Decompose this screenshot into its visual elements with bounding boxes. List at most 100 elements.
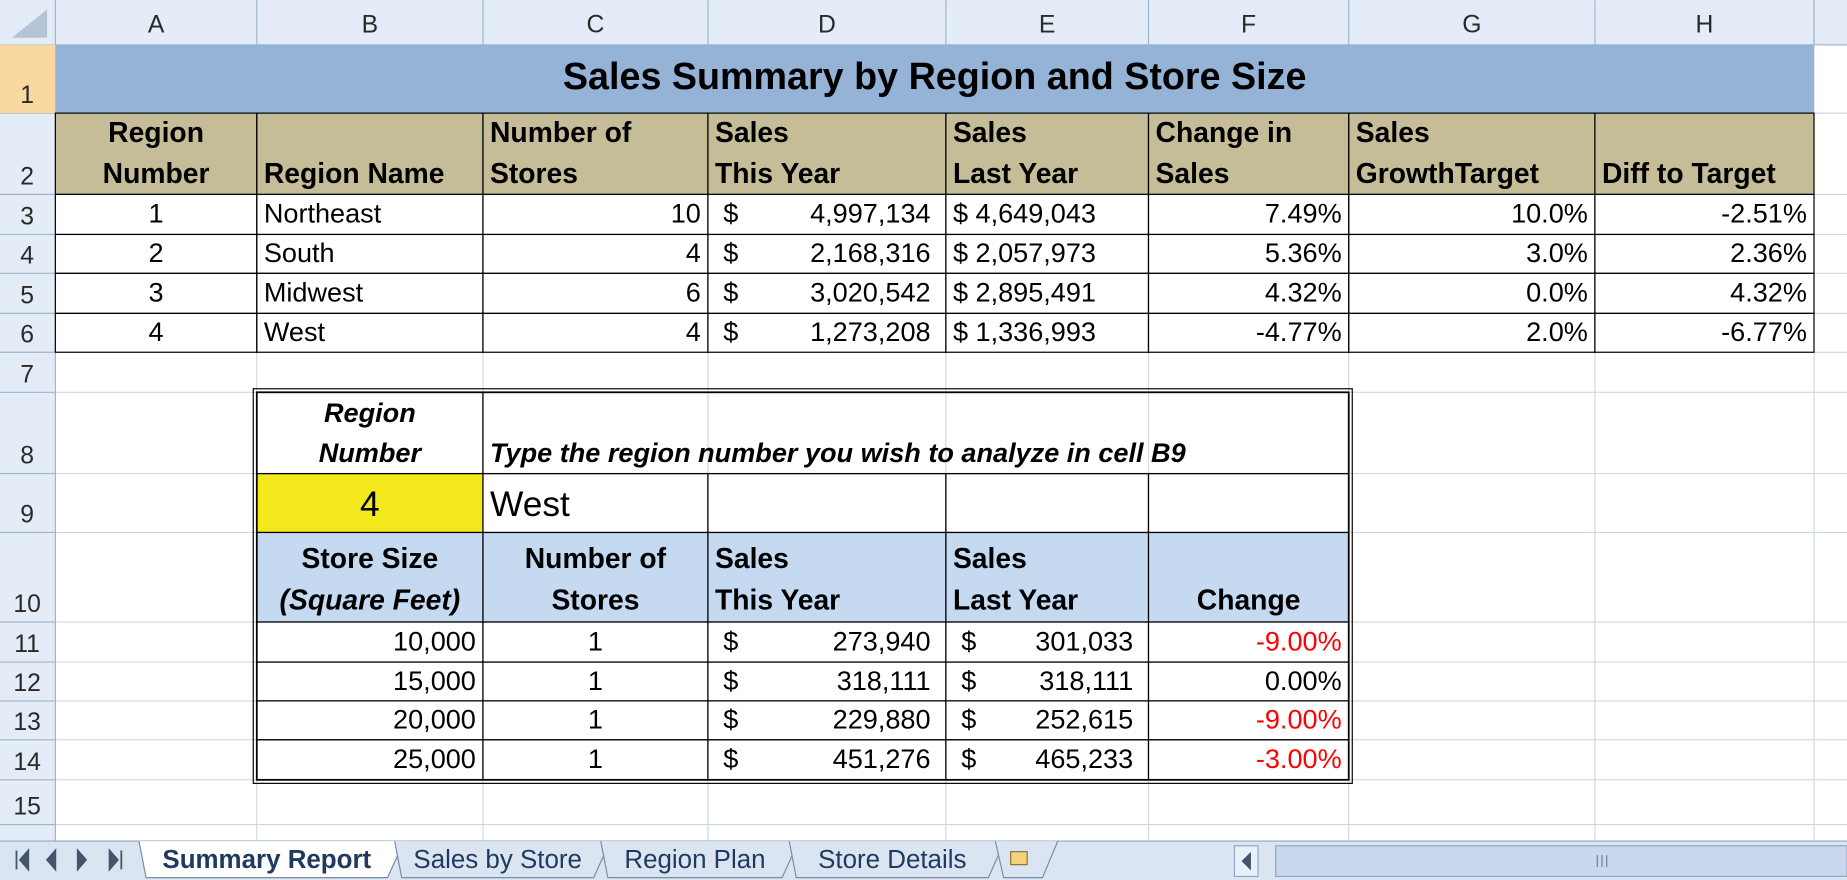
title-cell — [55, 44, 1815, 114]
tab-nav-button[interactable] — [108, 848, 123, 872]
cell-text: 3 — [149, 277, 164, 308]
currency-symbol: $ — [961, 743, 976, 774]
column-title: Store Size — [302, 542, 439, 574]
tab-label[interactable]: Sales by Store — [413, 846, 581, 874]
row-header: 2 — [20, 163, 34, 190]
cell-text: 10 — [671, 198, 701, 229]
tab-label[interactable]: Region Plan — [624, 846, 765, 874]
cell-text: 4.32% — [1730, 277, 1807, 308]
cell-text: -9.00% — [1256, 625, 1342, 656]
sheet-tab[interactable] — [394, 840, 611, 879]
cell-text: -2.51% — [1721, 198, 1807, 229]
currency-symbol: $ — [961, 665, 976, 696]
tab-nav-button[interactable] — [45, 848, 57, 872]
tab-nav-button[interactable] — [76, 848, 88, 872]
cell-text: 0.0% — [1526, 277, 1588, 308]
cell-text: Northeast — [264, 198, 382, 229]
cell-border — [1594, 312, 1815, 353]
cell-text: 25,000 — [393, 743, 476, 774]
active-tab[interactable] — [138, 840, 405, 879]
currency-symbol: $ — [723, 625, 738, 656]
row-header: 10 — [13, 591, 41, 618]
tab-nav-button[interactable] — [15, 848, 30, 872]
column-header: D — [818, 11, 836, 38]
column-header: C — [587, 11, 605, 38]
amount: 3,020,542 — [810, 277, 930, 308]
cell-text: 1 — [588, 625, 603, 656]
amount: 229,880 — [833, 704, 931, 735]
cell-text: $ 4,649,043 — [953, 198, 1096, 229]
header-row — [55, 113, 1815, 195]
row-header: 5 — [20, 282, 34, 309]
cell-text: 1 — [149, 198, 164, 229]
row-header: 6 — [20, 321, 34, 348]
sheet-tab[interactable] — [600, 840, 800, 879]
cell-text: 2 — [149, 237, 164, 268]
currency-symbol: $ — [961, 625, 976, 656]
column-title: Region Name — [264, 157, 445, 189]
cell-text: 1 — [588, 704, 603, 735]
active-row-header — [0, 44, 56, 114]
cell-text: 1 — [588, 743, 603, 774]
cell-text: $ 2,895,491 — [953, 277, 1096, 308]
column-title: This Year — [715, 157, 840, 189]
cell-text: -9.00% — [1256, 704, 1342, 735]
sheet-tab[interactable] — [788, 840, 1006, 879]
new-sheet-icon — [1010, 851, 1028, 866]
row-header: 15 — [13, 794, 41, 821]
region-label: Region — [324, 397, 416, 428]
row-header: 12 — [13, 670, 41, 697]
tab-label[interactable]: Store Details — [818, 846, 966, 874]
column-title: Change — [1197, 583, 1301, 615]
column-title: Sales — [953, 542, 1027, 574]
amount: 465,233 — [1035, 743, 1133, 774]
row-header: 7 — [20, 361, 34, 388]
cell-text: 20,000 — [393, 704, 476, 735]
cell-text: 2.36% — [1730, 237, 1807, 268]
cell-text: 6 — [686, 277, 701, 308]
column-title: Diff to Target — [1602, 157, 1776, 189]
instruction: Type the region number you wish to analy… — [490, 437, 1186, 468]
column-title: Last Year — [953, 157, 1078, 189]
column-title: Region — [108, 116, 204, 148]
column-title: Change in — [1156, 116, 1293, 148]
column-title: Number of — [525, 542, 667, 574]
cell-text: 5.36% — [1265, 237, 1342, 268]
scroll-thumb — [1275, 845, 1847, 878]
cell-text: 1 — [588, 665, 603, 696]
cell-text: $ 2,057,973 — [953, 237, 1096, 268]
cell-text: 7.49% — [1265, 198, 1342, 229]
double-border — [252, 388, 1353, 784]
tab-label[interactable]: Summary Report — [162, 846, 371, 874]
amount: 252,615 — [1035, 704, 1133, 735]
column-title: Last Year — [953, 583, 1078, 615]
column-title: Sales — [1156, 157, 1230, 189]
column-title: Stores — [490, 157, 578, 189]
amount: 301,033 — [1035, 625, 1133, 656]
cell-text: 3.0% — [1526, 237, 1588, 268]
currency-symbol: $ — [723, 237, 738, 268]
currency-symbol: $ — [723, 743, 738, 774]
cell-text: Midwest — [264, 277, 364, 308]
row-header: 11 — [14, 631, 40, 658]
cell-text: South — [264, 237, 335, 268]
cell-text: 4 — [149, 316, 164, 347]
amount: 1,273,208 — [810, 316, 930, 347]
cell-text: 10,000 — [393, 625, 476, 656]
amount: 4,997,134 — [810, 198, 930, 229]
row-header: 4 — [20, 242, 34, 269]
column-header: B — [362, 11, 378, 38]
double-border — [255, 391, 1350, 781]
cell-text: 15,000 — [393, 665, 476, 696]
column-header: G — [1462, 11, 1481, 38]
selected-region[interactable]: 4 — [360, 485, 380, 524]
row-header: 14 — [13, 749, 41, 776]
column-header: H — [1696, 11, 1714, 38]
column-header: E — [1039, 11, 1056, 38]
column-header-bar — [0, 0, 1847, 45]
currency-symbol: $ — [723, 665, 738, 696]
amount: 273,940 — [833, 625, 931, 656]
cell-text: -4.77% — [1256, 316, 1342, 347]
